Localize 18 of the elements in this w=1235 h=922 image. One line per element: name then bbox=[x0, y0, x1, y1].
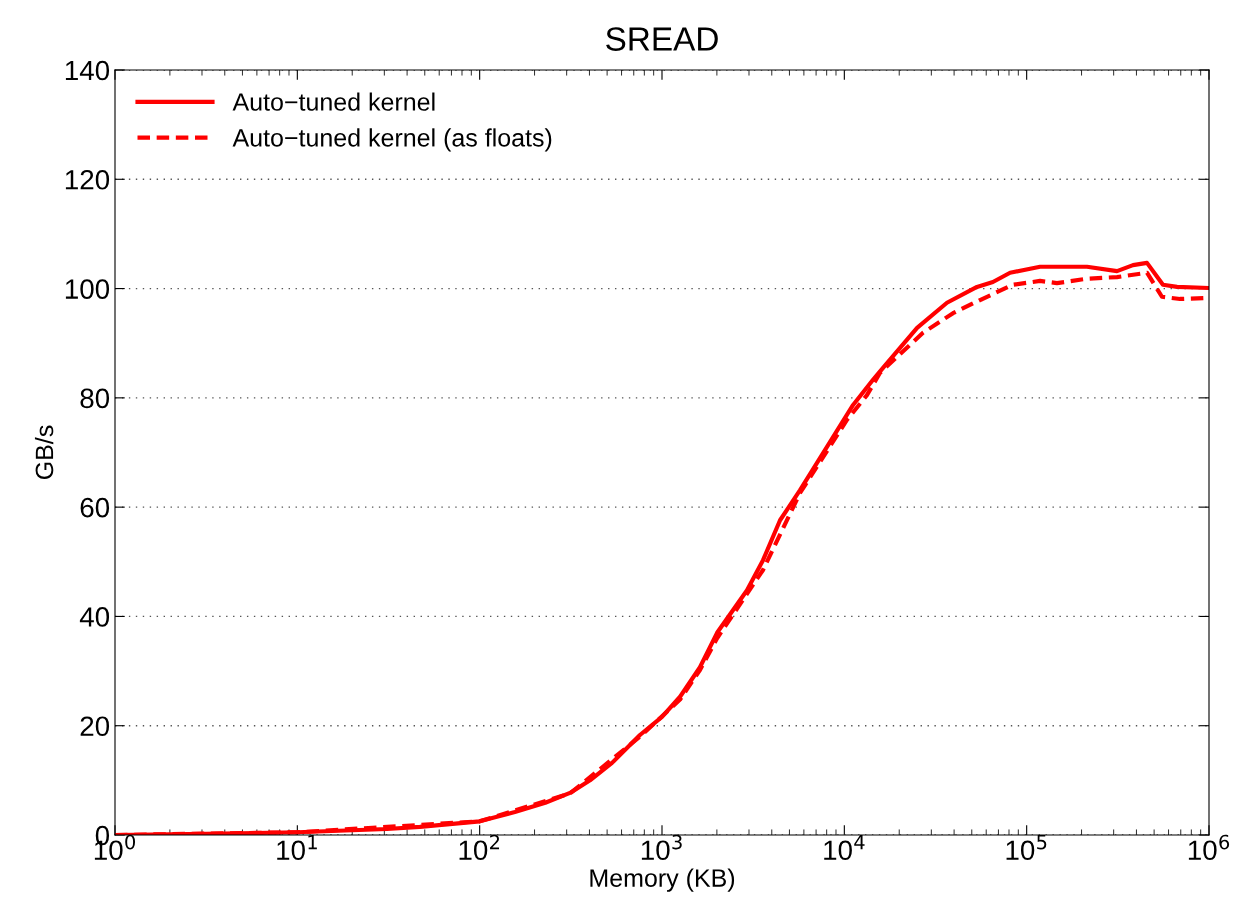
x-tick-label: 10$^{5}$ bbox=[1006, 834, 1047, 861]
legend-label: Auto−tuned kernel bbox=[232, 92, 435, 111]
y-axis-title: GB/s bbox=[34, 425, 54, 480]
x-tick-label: 10$^{1}$ bbox=[277, 834, 317, 861]
y-tick-label: 40 bbox=[79, 607, 110, 627]
x-tick-label: 10$^{2}$ bbox=[459, 834, 500, 861]
y-tick-label: 80 bbox=[80, 388, 110, 409]
x-axis-title: Memory (KB) bbox=[590, 868, 735, 892]
x-tick-label: 10$^{3}$ bbox=[641, 834, 682, 861]
y-tick-label: 120 bbox=[65, 169, 110, 190]
x-tick-label: 10$^{4}$ bbox=[824, 834, 865, 861]
y-tick-label: 140 bbox=[65, 60, 110, 81]
chart-title: SREAD bbox=[606, 27, 718, 51]
legend-label: Auto−tuned kernel (as floats) bbox=[232, 128, 552, 152]
x-tick-label: 10$^{6}$ bbox=[1188, 834, 1230, 861]
y-tick-label: 100 bbox=[65, 279, 110, 299]
y-tick-label: 20 bbox=[80, 716, 110, 737]
y-tick-label: 60 bbox=[80, 497, 110, 518]
